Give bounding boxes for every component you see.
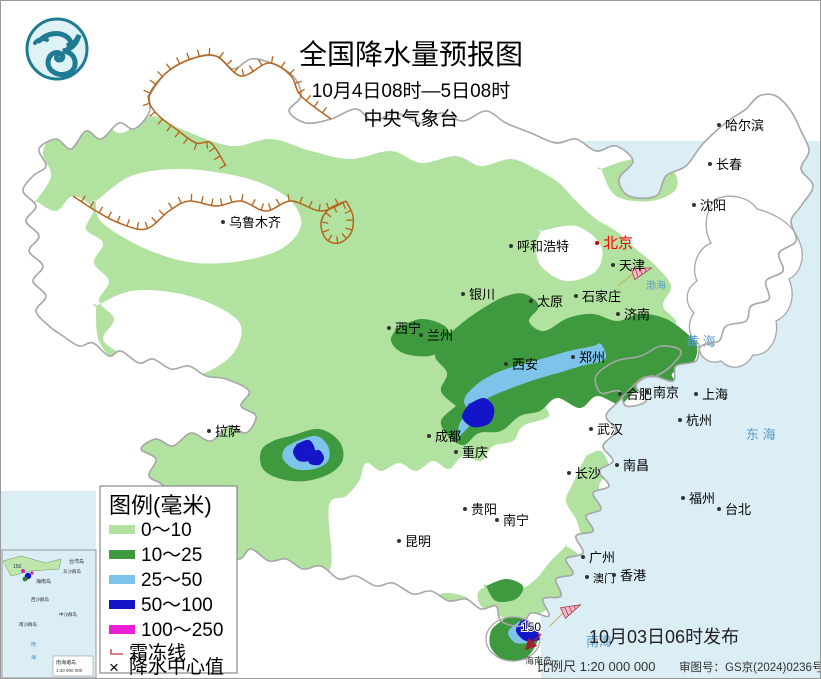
svg-text:福州: 福州 xyxy=(689,491,715,506)
svg-text:审图号：GS京(2024)0236号: 审图号：GS京(2024)0236号 xyxy=(679,660,820,674)
svg-text:郑州: 郑州 xyxy=(579,350,605,365)
svg-text:香港: 香港 xyxy=(620,568,646,583)
svg-text:合肥: 合肥 xyxy=(626,387,652,402)
svg-text:上海: 上海 xyxy=(702,387,728,402)
svg-text:沈阳: 沈阳 xyxy=(700,198,726,213)
svg-text:南: 南 xyxy=(31,641,36,648)
svg-text:太原: 太原 xyxy=(537,294,563,309)
svg-text:100～250: 100～250 xyxy=(141,620,223,641)
svg-text:东沙群岛: 东沙群岛 xyxy=(63,568,81,575)
svg-text:广州: 广州 xyxy=(589,550,615,565)
svg-text:台湾岛: 台湾岛 xyxy=(69,558,84,565)
svg-text:海: 海 xyxy=(31,654,36,661)
svg-text:图例(毫米): 图例(毫米) xyxy=(109,493,212,518)
svg-text:25～50: 25～50 xyxy=(141,570,202,591)
svg-text:北京: 北京 xyxy=(603,235,633,252)
svg-text:南沙群岛: 南沙群岛 xyxy=(19,621,37,628)
svg-text:澳门: 澳门 xyxy=(593,571,615,585)
svg-text:0～10: 0～10 xyxy=(141,520,192,541)
svg-text:南京: 南京 xyxy=(653,385,679,400)
svg-text:长春: 长春 xyxy=(716,157,742,172)
svg-text:西沙群岛: 西沙群岛 xyxy=(31,596,49,603)
svg-text:10～25: 10～25 xyxy=(141,545,202,566)
svg-text:西宁: 西宁 xyxy=(395,321,421,336)
svg-text:乌鲁木齐: 乌鲁木齐 xyxy=(229,215,281,230)
svg-text:50～100: 50～100 xyxy=(141,595,213,616)
svg-text:10月4日08时—5日08时: 10月4日08时—5日08时 xyxy=(312,80,511,102)
svg-text:全国降水量预报图: 全国降水量预报图 xyxy=(299,39,523,70)
svg-text:石家庄: 石家庄 xyxy=(582,289,621,304)
svg-text:比例尺 1:20 000 000: 比例尺 1:20 000 000 xyxy=(537,659,656,674)
svg-text:中央气象台: 中央气象台 xyxy=(363,108,458,130)
svg-text:重庆: 重庆 xyxy=(462,445,488,460)
svg-text:银川: 银川 xyxy=(469,287,495,302)
svg-text:济南: 济南 xyxy=(624,307,650,322)
svg-text:成都: 成都 xyxy=(435,429,461,444)
svg-text:贵阳: 贵阳 xyxy=(471,502,497,517)
svg-text:150: 150 xyxy=(13,564,22,570)
svg-text:150: 150 xyxy=(521,620,541,634)
svg-text:西安: 西安 xyxy=(512,357,538,372)
svg-text:昆明: 昆明 xyxy=(405,534,431,549)
svg-text:呼和浩特: 呼和浩特 xyxy=(517,239,569,254)
svg-text:渤海: 渤海 xyxy=(646,279,666,292)
svg-text:南昌: 南昌 xyxy=(623,458,649,473)
svg-text:东 海: 东 海 xyxy=(746,427,776,442)
svg-text:南海诸岛: 南海诸岛 xyxy=(56,659,76,666)
svg-text:天津: 天津 xyxy=(619,258,645,273)
svg-text:武汉: 武汉 xyxy=(597,422,623,437)
svg-text:杭州: 杭州 xyxy=(686,413,712,428)
svg-text:海南岛: 海南岛 xyxy=(36,578,51,585)
svg-text:1:40 000 000: 1:40 000 000 xyxy=(56,668,83,673)
svg-text:中沙群岛: 中沙群岛 xyxy=(59,611,77,618)
svg-text:×: × xyxy=(109,658,119,677)
svg-text:拉萨: 拉萨 xyxy=(215,424,241,439)
svg-text:台北: 台北 xyxy=(725,502,751,517)
svg-text:哈尔滨: 哈尔滨 xyxy=(725,118,764,133)
svg-text:降水中心值: 降水中心值 xyxy=(129,656,224,678)
svg-text:10月03日06时发布: 10月03日06时发布 xyxy=(589,627,739,647)
svg-text:南宁: 南宁 xyxy=(503,513,529,528)
svg-text:长沙: 长沙 xyxy=(575,466,601,481)
svg-text:海南岛: 海南岛 xyxy=(525,655,552,666)
svg-text:兰州: 兰州 xyxy=(427,328,453,343)
